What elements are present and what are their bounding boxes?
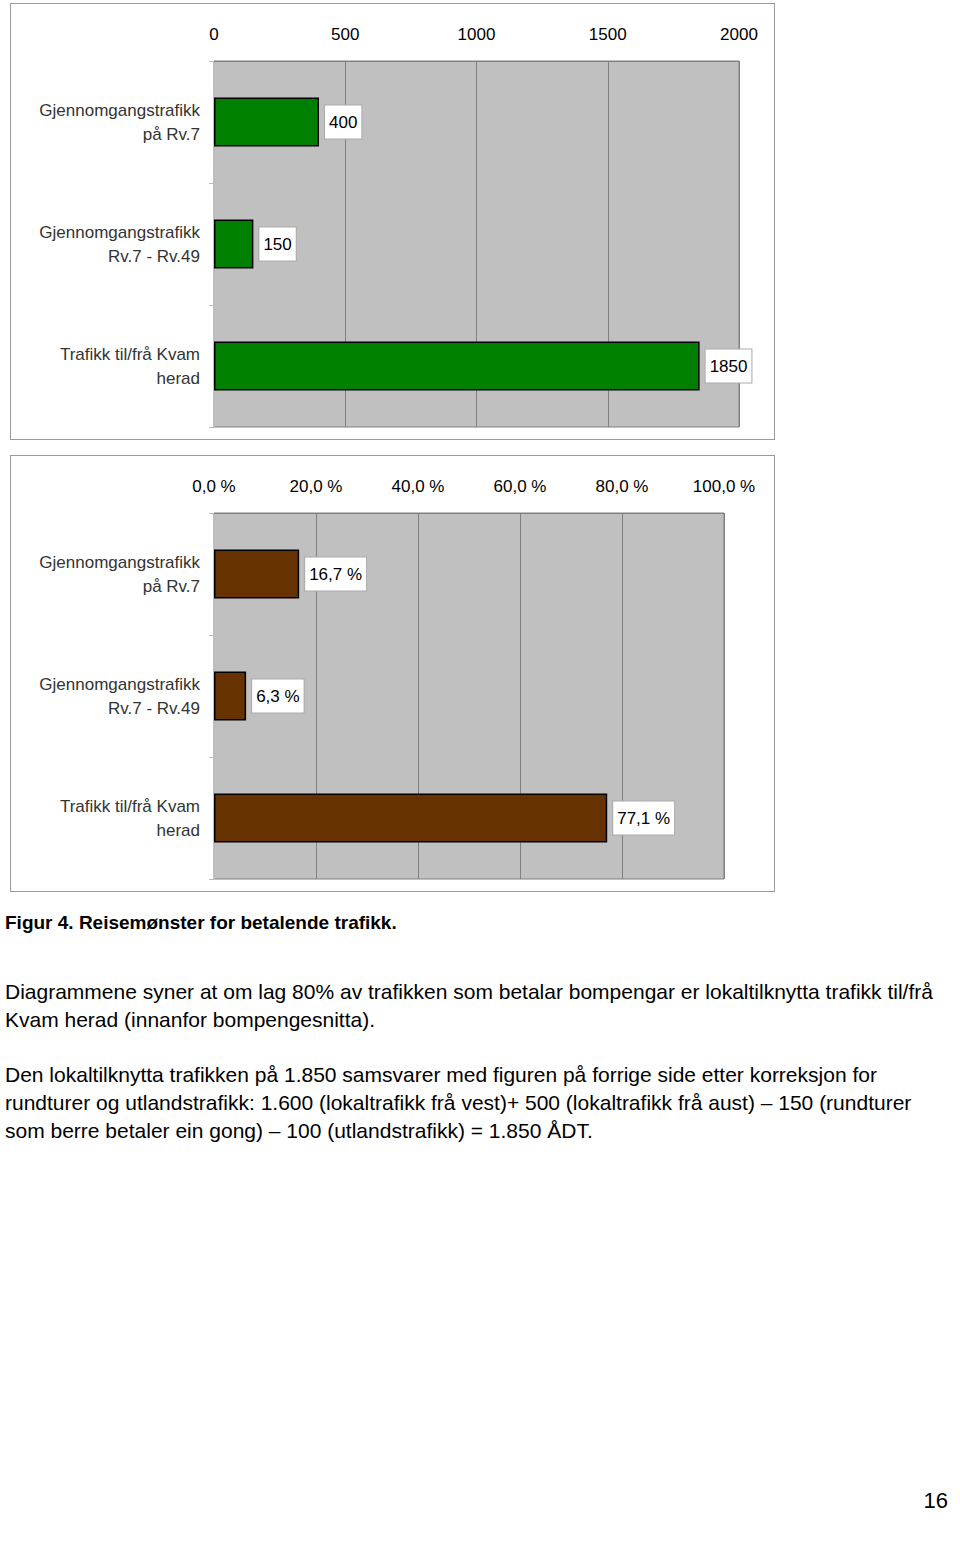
svg-text:Gjennomgangstrafikk: Gjennomgangstrafikk [39,553,200,572]
svg-text:Rv.7 - Rv.49: Rv.7 - Rv.49 [108,699,200,718]
svg-text:på Rv.7: på Rv.7 [143,125,200,144]
svg-text:0: 0 [209,25,218,44]
svg-text:16,7 %: 16,7 % [309,565,362,584]
svg-text:Gjennomgangstrafikk: Gjennomgangstrafikk [39,223,200,242]
svg-text:100,0 %: 100,0 % [693,477,755,496]
svg-text:0,0 %: 0,0 % [192,477,235,496]
svg-text:60,0 %: 60,0 % [494,477,547,496]
svg-text:150: 150 [263,235,291,254]
svg-text:20,0 %: 20,0 % [290,477,343,496]
svg-text:Rv.7 - Rv.49: Rv.7 - Rv.49 [108,247,200,266]
svg-text:Gjennomgangstrafikk: Gjennomgangstrafikk [39,101,200,120]
svg-text:1500: 1500 [589,25,627,44]
svg-text:400: 400 [329,113,357,132]
svg-text:80,0 %: 80,0 % [596,477,649,496]
svg-text:Gjennomgangstrafikk: Gjennomgangstrafikk [39,675,200,694]
svg-text:2000: 2000 [720,25,758,44]
html-text:Den lokaltilknytta trafikken p: Den lokaltilknytta trafikken på 1.850 sa… [5,1063,912,1142]
html-text:Diagrammene syner at om lag 80: Diagrammene syner at om lag 80% av trafi… [5,980,933,1031]
html-text:Figur 4. Reisemønster for beta: Figur 4. Reisemønster for betalende traf… [5,912,397,933]
svg-text:500: 500 [331,25,359,44]
svg-text:77,1 %: 77,1 % [617,809,670,828]
svg-text:på Rv.7: på Rv.7 [143,577,200,596]
svg-text:herad: herad [157,369,200,388]
svg-text:Trafikk til/frå Kvam: Trafikk til/frå Kvam [60,345,200,364]
svg-text:6,3 %: 6,3 % [256,687,299,706]
svg-text:40,0 %: 40,0 % [392,477,445,496]
svg-text:herad: herad [157,821,200,840]
svg-text:Trafikk til/frå Kvam: Trafikk til/frå Kvam [60,797,200,816]
svg-text:1850: 1850 [710,357,748,376]
svg-text:1000: 1000 [458,25,496,44]
html-text:16: 16 [923,1488,948,1513]
